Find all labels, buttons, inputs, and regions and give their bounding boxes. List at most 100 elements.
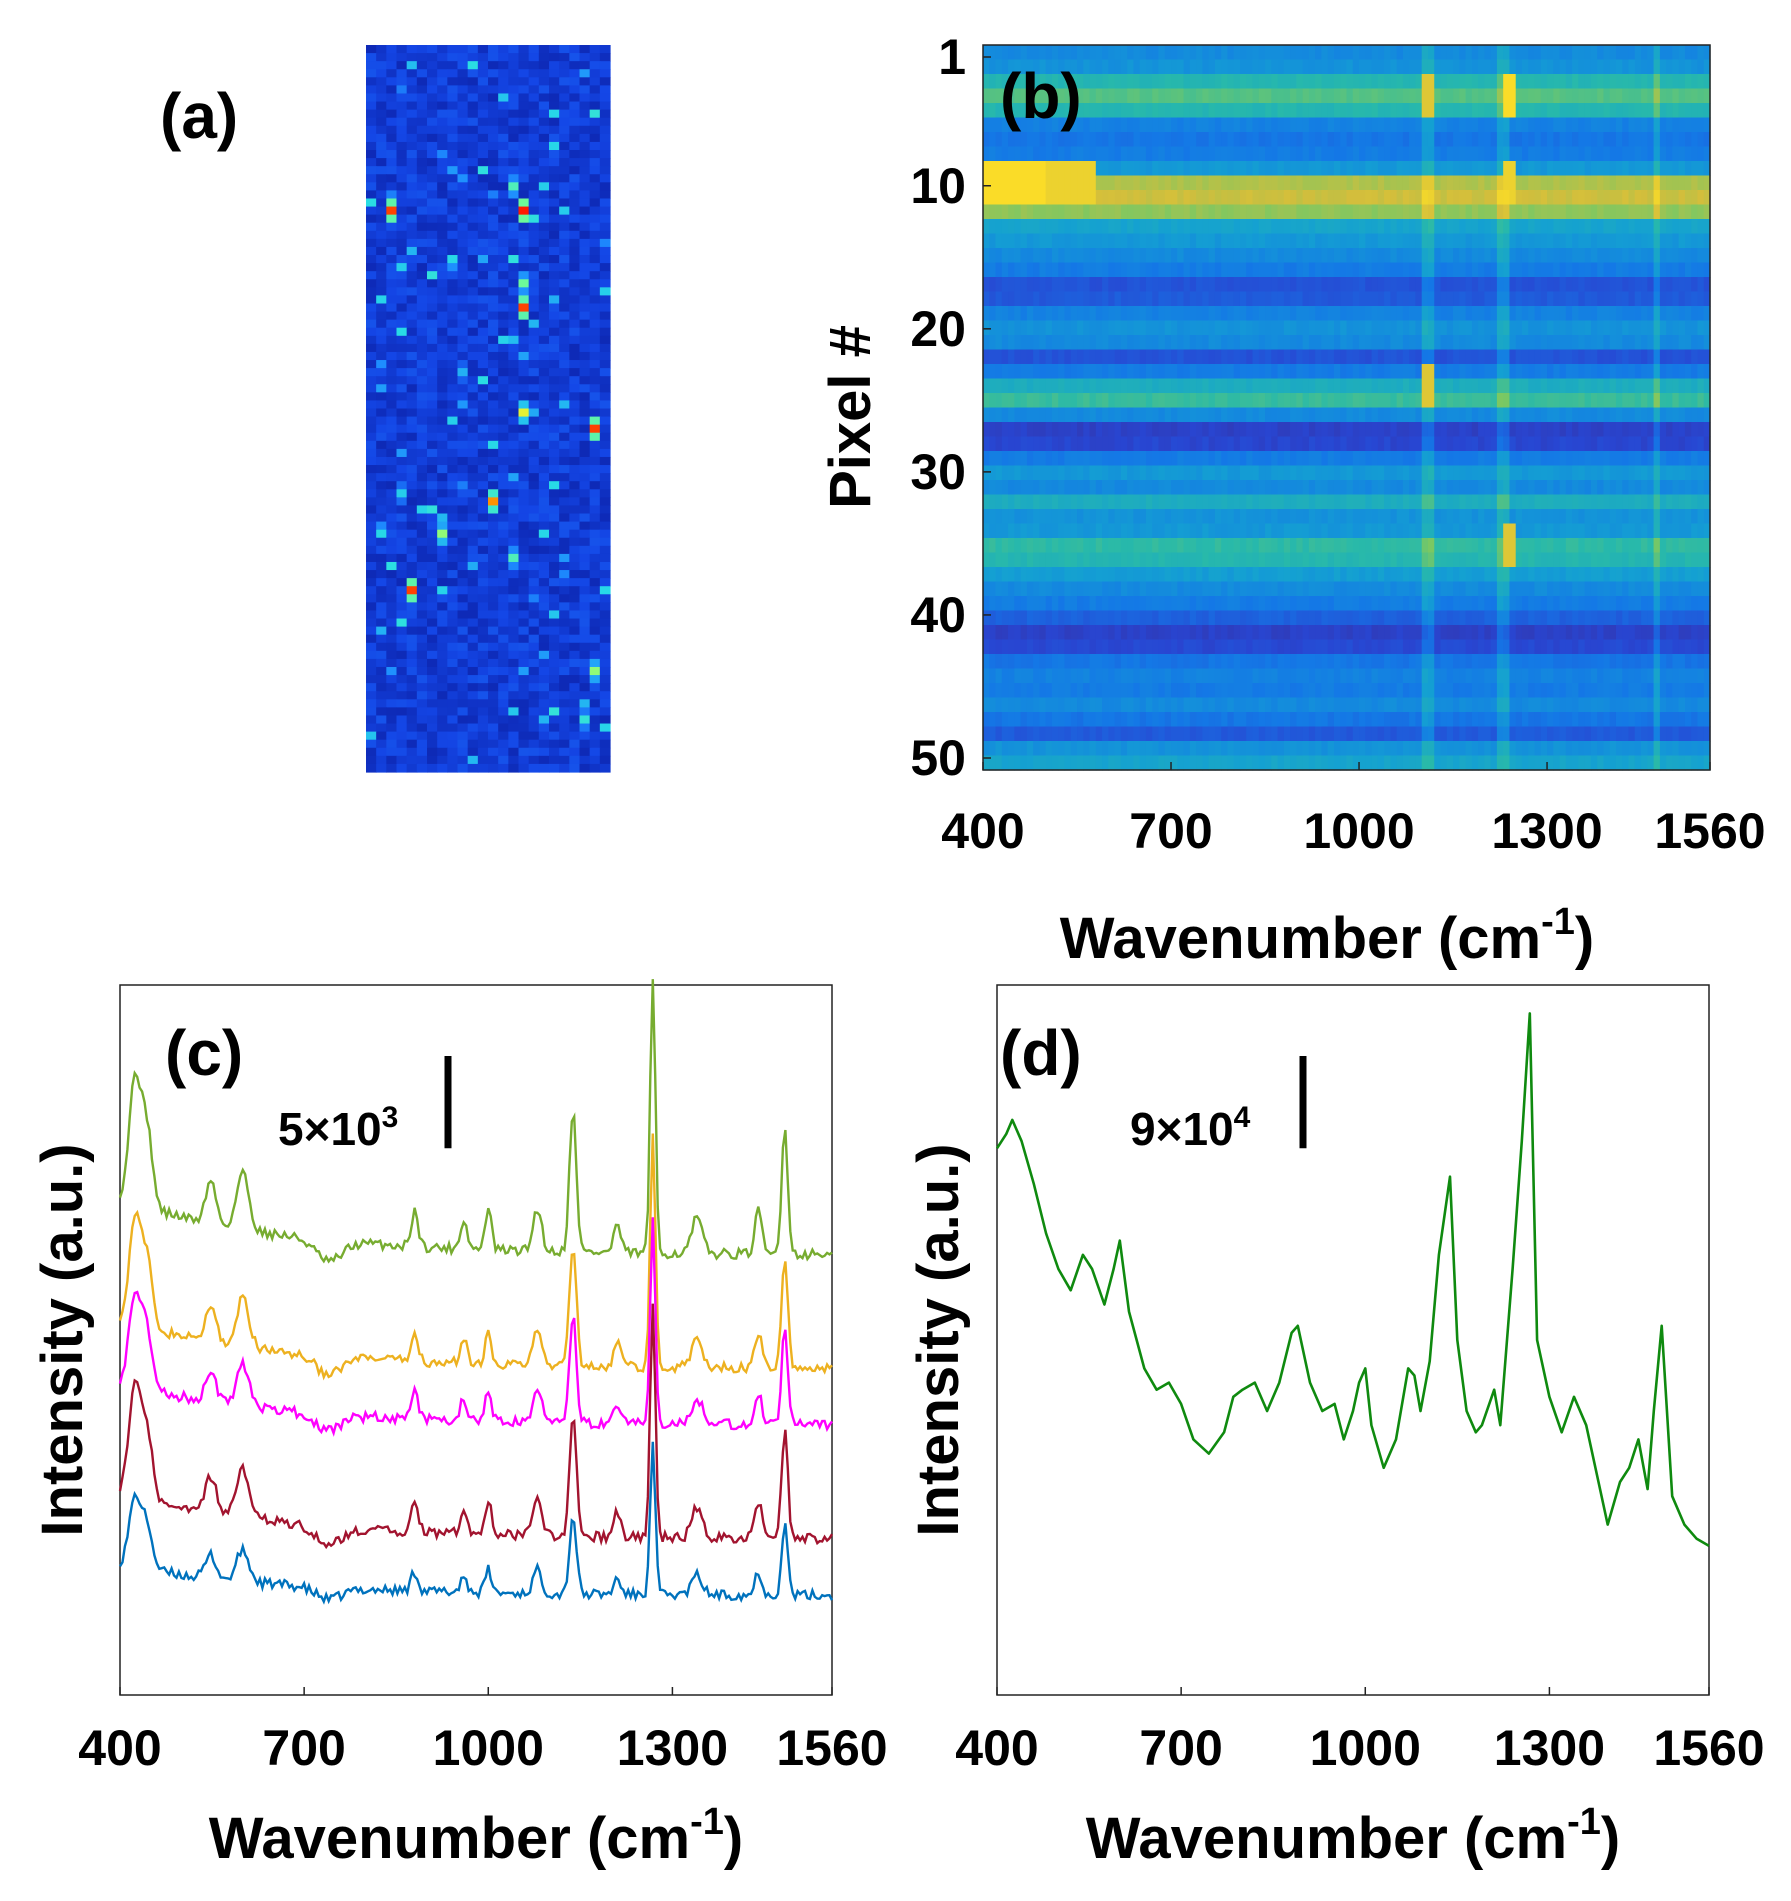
heatmap-a-cell [488,295,499,305]
heatmap-a-cell [457,303,469,313]
heatmap-b-cell [1070,335,1078,351]
heatmap-a-cell [549,45,560,54]
heatmap-a-cell [427,456,438,466]
heatmap-a-cell [457,295,469,305]
heatmap-a-cell [467,295,479,305]
heatmap-a-cell [386,626,398,636]
heatmap-a-cell [376,658,387,668]
heatmap-a-cell [528,658,540,668]
heatmap-b-cell [1233,233,1241,249]
heatmap-a-cell [528,586,540,595]
heatmap-b-cell [1434,103,1442,119]
heatmap-b-cell [995,103,1003,119]
heatmap-b-cell [1026,132,1034,148]
heatmap-b-cell [1427,146,1435,162]
heatmap-b-cell [1684,378,1692,394]
heatmap-a-cell [366,360,377,369]
heatmap-b-cell [1697,45,1705,61]
heatmap-b-cell [1490,335,1498,351]
heatmap-b-cell [1609,74,1617,90]
heatmap-a-cell [508,125,520,135]
heatmap-b-cell [1239,262,1247,278]
heatmap-a-cell [386,360,398,369]
heatmap-a-cell [366,263,377,272]
heatmap-b-cell [1296,378,1304,394]
heatmap-b-cell [1033,88,1041,104]
heatmap-b-cell [1559,45,1567,61]
heatmap-b-cell [1227,132,1235,148]
heatmap-a-cell [416,739,428,749]
heatmap-a-cell [599,505,611,515]
heatmap-a-cell [498,416,509,426]
heatmap-b-cell [1064,132,1072,148]
heatmap-b-cell [1070,248,1078,264]
heatmap-a-cell [366,521,377,531]
heatmap-b-cell [1622,117,1630,133]
heatmap-a-cell [589,707,601,717]
heatmap-a-cell [396,497,408,507]
heatmap-a-cell [508,707,520,717]
heatmap-b-cell [1528,378,1536,394]
heatmap-a-cell [366,246,377,256]
heatmap-b-cell [1014,219,1022,235]
heatmap-a-cell [416,295,428,305]
heatmap-b-cell [1509,88,1517,104]
heatmap-a-cell [508,545,520,555]
heatmap-a-cell [488,497,499,507]
heatmap-b-cell [1189,103,1197,119]
heatmap-a-cell [589,214,601,224]
heatmap-b-cell [1359,132,1366,148]
heatmap-b-cell [1515,161,1523,177]
heatmap-a-cell [406,238,418,248]
heatmap-b-cell [1108,219,1116,235]
heatmap-b-cell [989,335,997,351]
heatmap-a-cell [559,61,570,70]
heatmap-b-cell [1202,88,1210,104]
heatmap-a-cell [559,182,570,191]
heatmap-b-cell [1540,364,1548,380]
heatmap-a-cell [599,246,611,256]
heatmap-a-cell [396,561,408,571]
heatmap-b-cell [1183,88,1191,104]
heatmap-a-cell [569,246,581,256]
heatmap-a-cell [508,416,520,426]
heatmap-b-cell [1590,146,1598,162]
heatmap-b-cell [1246,175,1254,191]
heatmap-a-cell [599,545,611,555]
heatmap-b-cell [1026,161,1034,177]
heatmap-b-cell [1252,88,1260,104]
heatmap-a-cell [589,61,601,70]
heatmap-b-cell [1164,320,1172,336]
heatmap-a-cell [599,230,611,240]
heatmap-a-cell [589,666,601,676]
heatmap-b-cell [1133,320,1141,336]
heatmap-b-cell [1158,364,1166,380]
heatmap-b-cell [1083,335,1091,351]
heatmap-b-cell [1509,277,1517,293]
heatmap-b-cell [995,378,1003,394]
heatmap-b-cell [1089,204,1097,220]
heatmap-a-cell [488,553,499,563]
heatmap-a-cell [508,230,520,240]
heatmap-b-cell [1158,204,1166,220]
heatmap-a-cell [396,448,408,458]
heatmap-a-cell [366,497,377,507]
heatmap-a-cell [599,198,611,208]
heatmap-b-cell [1352,204,1360,220]
heatmap-b-cell [1622,291,1630,307]
heatmap-b-cell [1634,117,1642,133]
heatmap-a-cell [589,465,601,474]
heatmap-b-cell [1622,88,1630,104]
heatmap-b-cell [1039,103,1047,119]
heatmap-a-cell [589,473,601,482]
heatmap-b-cell [1421,146,1429,162]
heatmap-b-cell [1296,45,1304,61]
heatmap-b-cell [1384,349,1391,365]
heatmap-a-cell [396,755,408,765]
heatmap-b-cell [1384,117,1391,133]
heatmap-a-cell [366,222,377,232]
heatmap-b-cell [1064,248,1072,264]
heatmap-b-cell [1214,59,1222,75]
heatmap-b-cell [1515,306,1523,322]
heatmap-b-cell [1070,175,1078,191]
